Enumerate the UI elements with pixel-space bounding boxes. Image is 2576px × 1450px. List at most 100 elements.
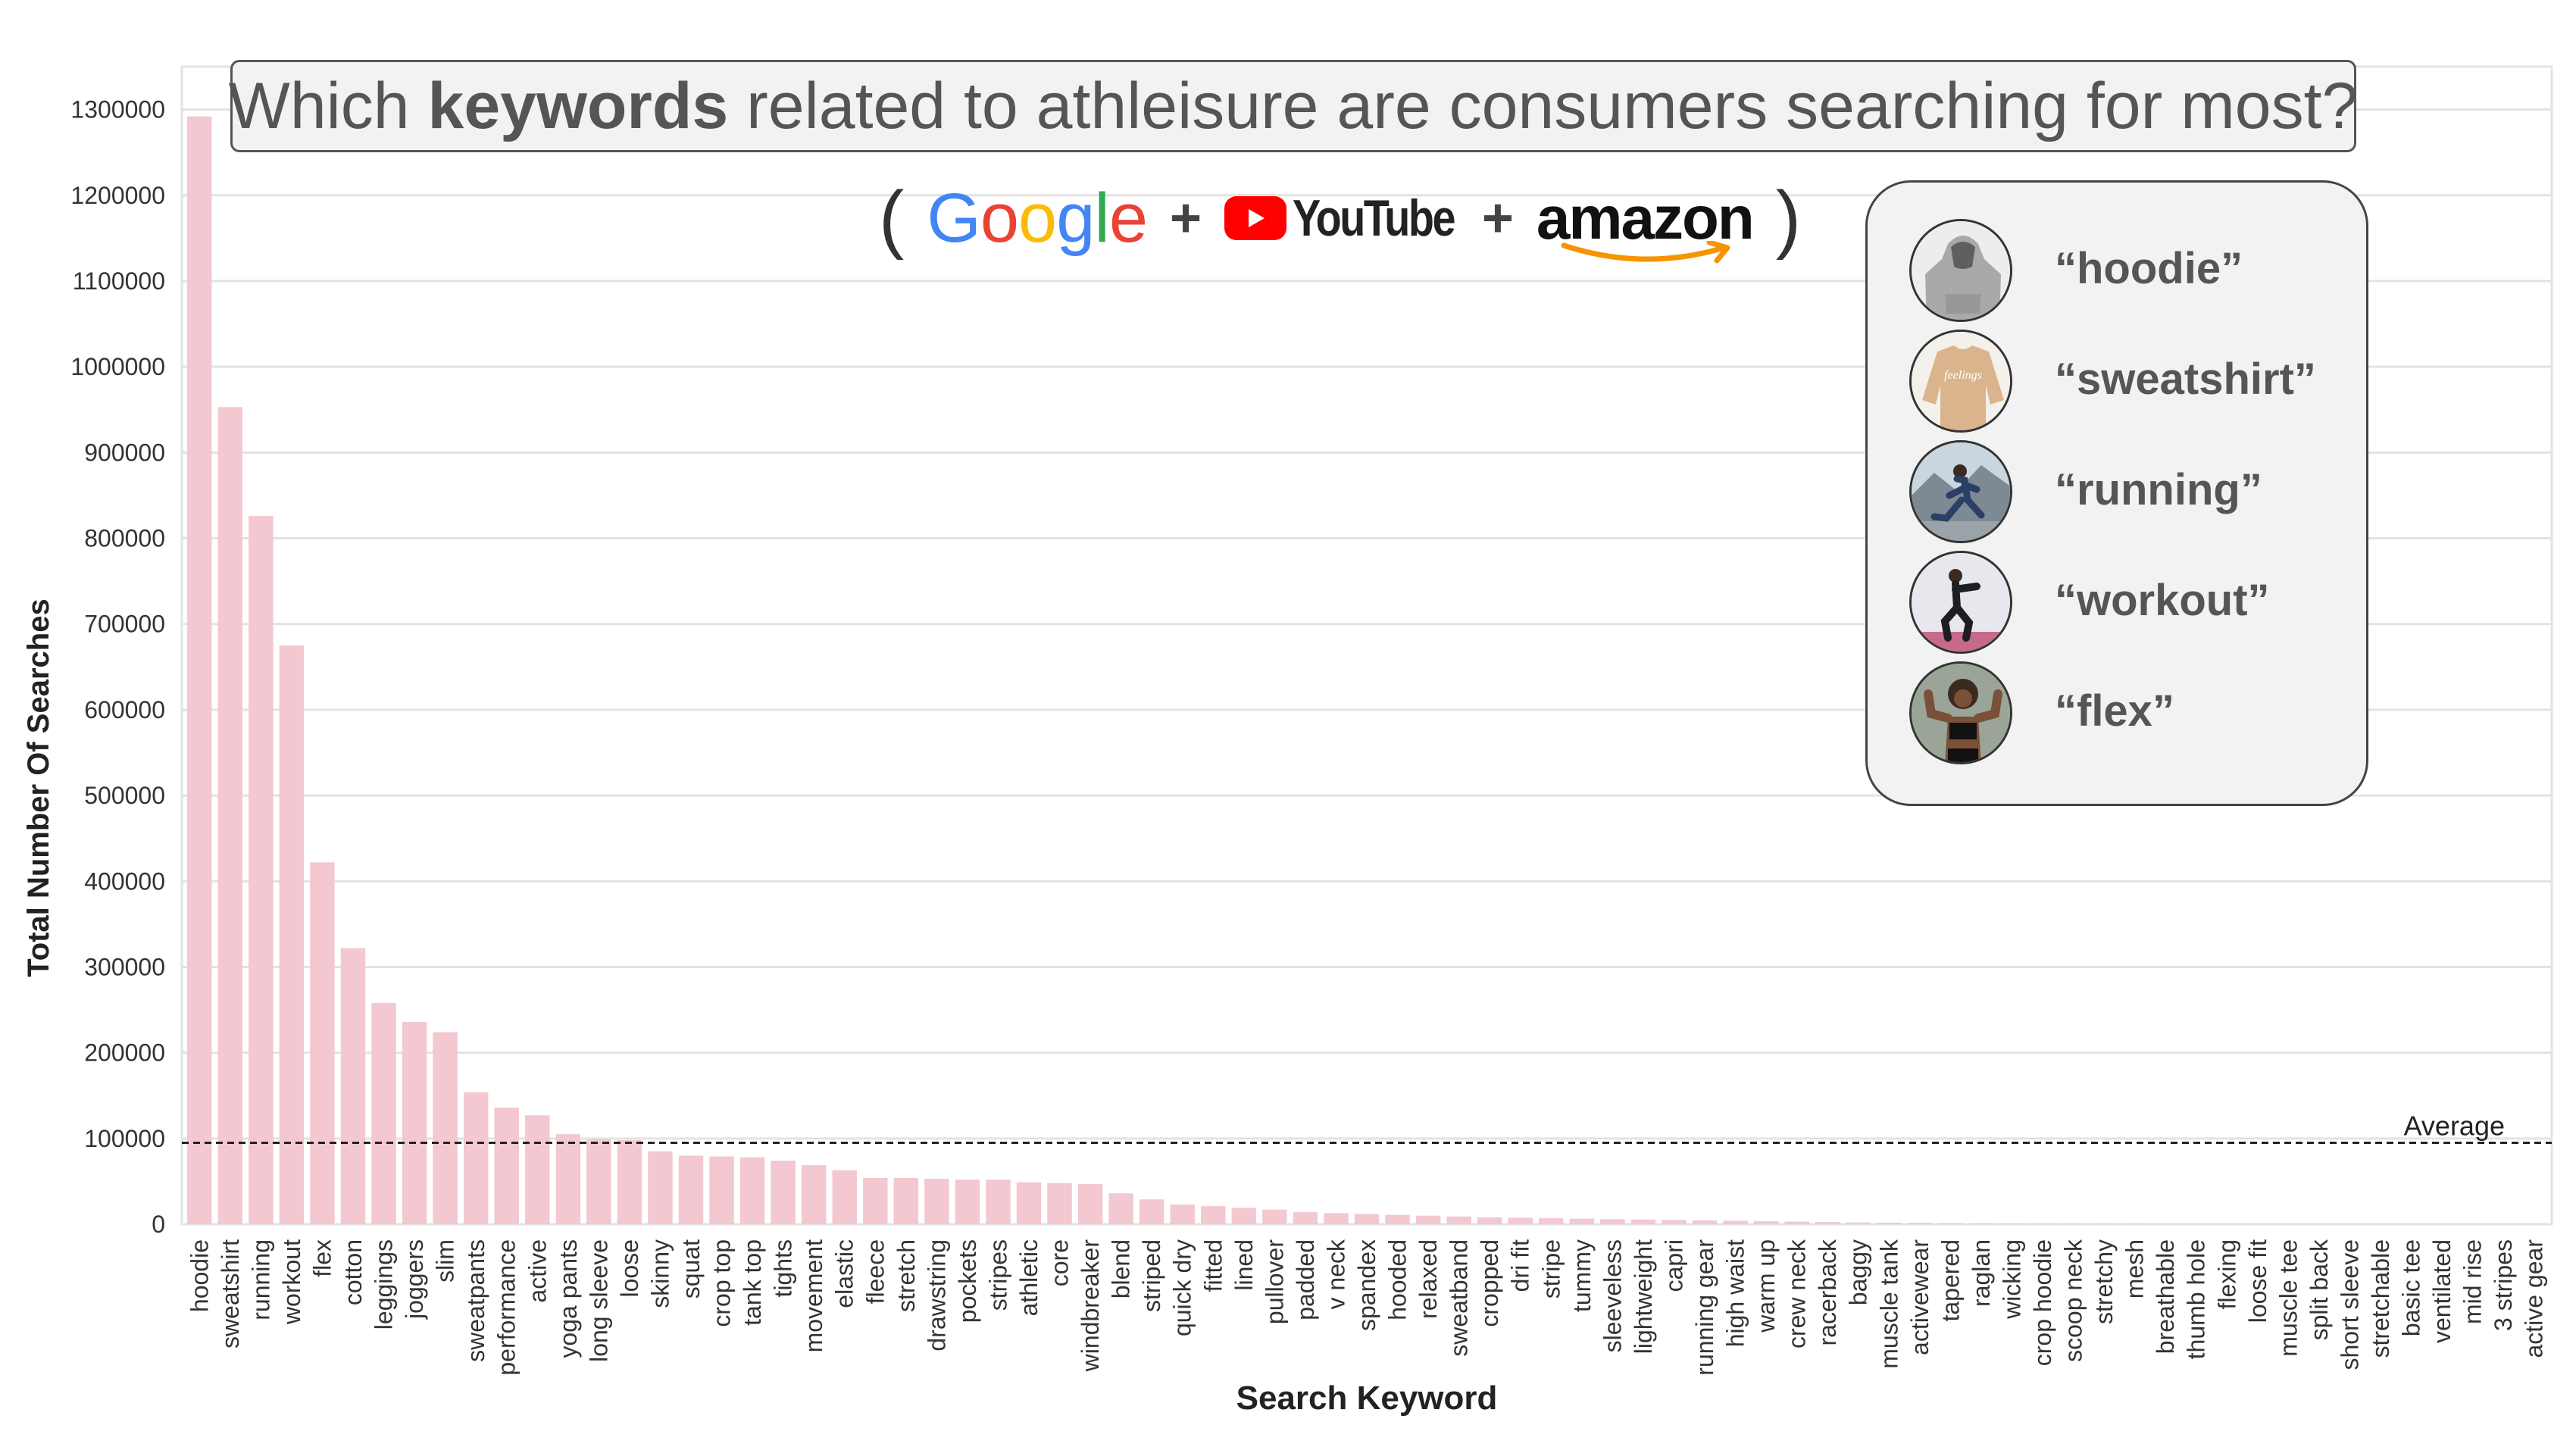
bar [310,862,335,1224]
y-tick-label: 400000 [84,867,165,895]
bar [2030,1223,2055,1224]
bar [279,645,305,1224]
bar [1662,1220,1687,1224]
bar [1385,1214,1410,1224]
amazon-logo: amazon [1537,183,1755,264]
top-keywords-panel: “hoodie” feelings “sweatshirt” “running” [1865,180,2368,806]
bar [1815,1222,1840,1224]
x-tick-label: tank top [739,1239,766,1326]
x-tick-label: skinny [646,1239,674,1308]
x-tick-label: lined [1230,1239,1258,1291]
bar [1077,1183,1103,1224]
x-tick-label: spandex [1353,1239,1380,1331]
open-paren: ( [879,175,905,261]
x-tick-label: running [247,1239,274,1320]
average-line: Average [182,1110,2552,1144]
x-tick-label: mesh [2121,1239,2149,1298]
x-tick-label: movement [800,1239,827,1353]
bar [1569,1218,1595,1224]
bar [340,948,366,1224]
x-tick-label: mid rise [2459,1239,2487,1324]
title-prefix: Which [228,69,428,142]
bar [771,1161,796,1224]
amazon-smile-icon [1561,241,1730,264]
chart-title: Which keywords related to athleisure are… [228,60,2359,152]
x-tick-label: running gear [1691,1239,1718,1376]
bar [1262,1209,1287,1224]
x-tick-label: warm up [1752,1239,1780,1333]
bar [1846,1222,1871,1224]
x-tick-label: tapered [1937,1239,1964,1322]
x-tick-label: fleece [861,1239,889,1304]
x-tick-label: ventilated [2428,1239,2456,1343]
x-tick-label: crop top [708,1239,736,1327]
bar [986,1180,1011,1224]
bar [1938,1223,1963,1224]
youtube-play-icon [1224,196,1287,240]
bar [433,1032,458,1224]
x-tick-label: flex [308,1239,336,1277]
bar [893,1177,919,1224]
bar [1968,1223,1994,1224]
y-tick-label: 700000 [84,611,165,638]
bar [555,1134,581,1224]
top-keyword-label: “flex” [2055,686,2174,736]
x-tick-label: crop hoodie [2029,1239,2056,1366]
x-tick-label: short sleeve [2336,1239,2363,1370]
bar [2091,1223,2117,1224]
average-label: Average [2404,1110,2505,1141]
bar [1139,1199,1165,1224]
top-keyword-label: “hoodie” [2055,244,2243,293]
x-tick-label: relaxed [1415,1239,1442,1319]
hoodie-icon [1909,219,2012,322]
top-keyword-item: “flex” [1909,661,2364,767]
bar [1907,1223,1933,1224]
x-tick-label: high waist [1722,1239,1749,1347]
bar [217,407,243,1224]
x-tick-label: elastic [831,1239,858,1308]
bar [1753,1221,1779,1224]
x-tick-label: windbreaker [1077,1239,1104,1373]
x-tick-label: sweatshirt [217,1239,244,1348]
x-tick-label: cotton [339,1239,367,1305]
bar [1047,1183,1072,1224]
bar [1324,1213,1349,1224]
x-tick-label: performance [493,1239,521,1376]
y-tick-label: 900000 [84,439,165,466]
bar [2152,1223,2178,1224]
x-tick-label: muscle tee [2274,1239,2302,1357]
x-tick-label: v neck [1322,1239,1349,1309]
y-tick-label: 800000 [84,525,165,552]
title-bold-word: keywords [427,69,729,142]
x-tick-label: stretch [893,1239,920,1312]
top-keyword-label: “running” [2055,465,2262,514]
x-tick-label: core [1046,1239,1074,1286]
google-letter: o [1018,179,1057,257]
x-tick-label: split back [2306,1239,2333,1340]
bar [1293,1212,1318,1224]
google-letter: e [1108,179,1148,257]
bar [2122,1223,2147,1224]
flex-icon [1909,661,2012,764]
x-tick-label: scoop neck [2060,1239,2087,1362]
bar [648,1151,673,1224]
title-suffix: related to athleisure are consumers sear… [728,69,2359,142]
x-tick-label: striped [1138,1239,1165,1312]
x-tick-label: hoodie [186,1239,213,1312]
y-tick-label: 500000 [84,782,165,809]
x-tick-label: tights [770,1239,797,1297]
x-tick-label: leggings [370,1239,398,1330]
x-tick-label: stretchable [2367,1239,2394,1358]
svg-text:feelings: feelings [1944,369,1982,382]
bar [1108,1193,1133,1224]
x-tick-label: joggers [401,1239,428,1320]
x-tick-label: cropped [1476,1239,1503,1327]
bar [402,1021,427,1224]
google-logo: Google [927,179,1148,258]
bar [739,1157,765,1224]
x-tick-label: thumb hole [2183,1239,2210,1359]
bar [1201,1206,1226,1224]
y-tick-label: 0 [152,1211,165,1238]
x-tick-label: active [524,1239,551,1303]
x-tick-label: muscle tank [1875,1239,1902,1369]
